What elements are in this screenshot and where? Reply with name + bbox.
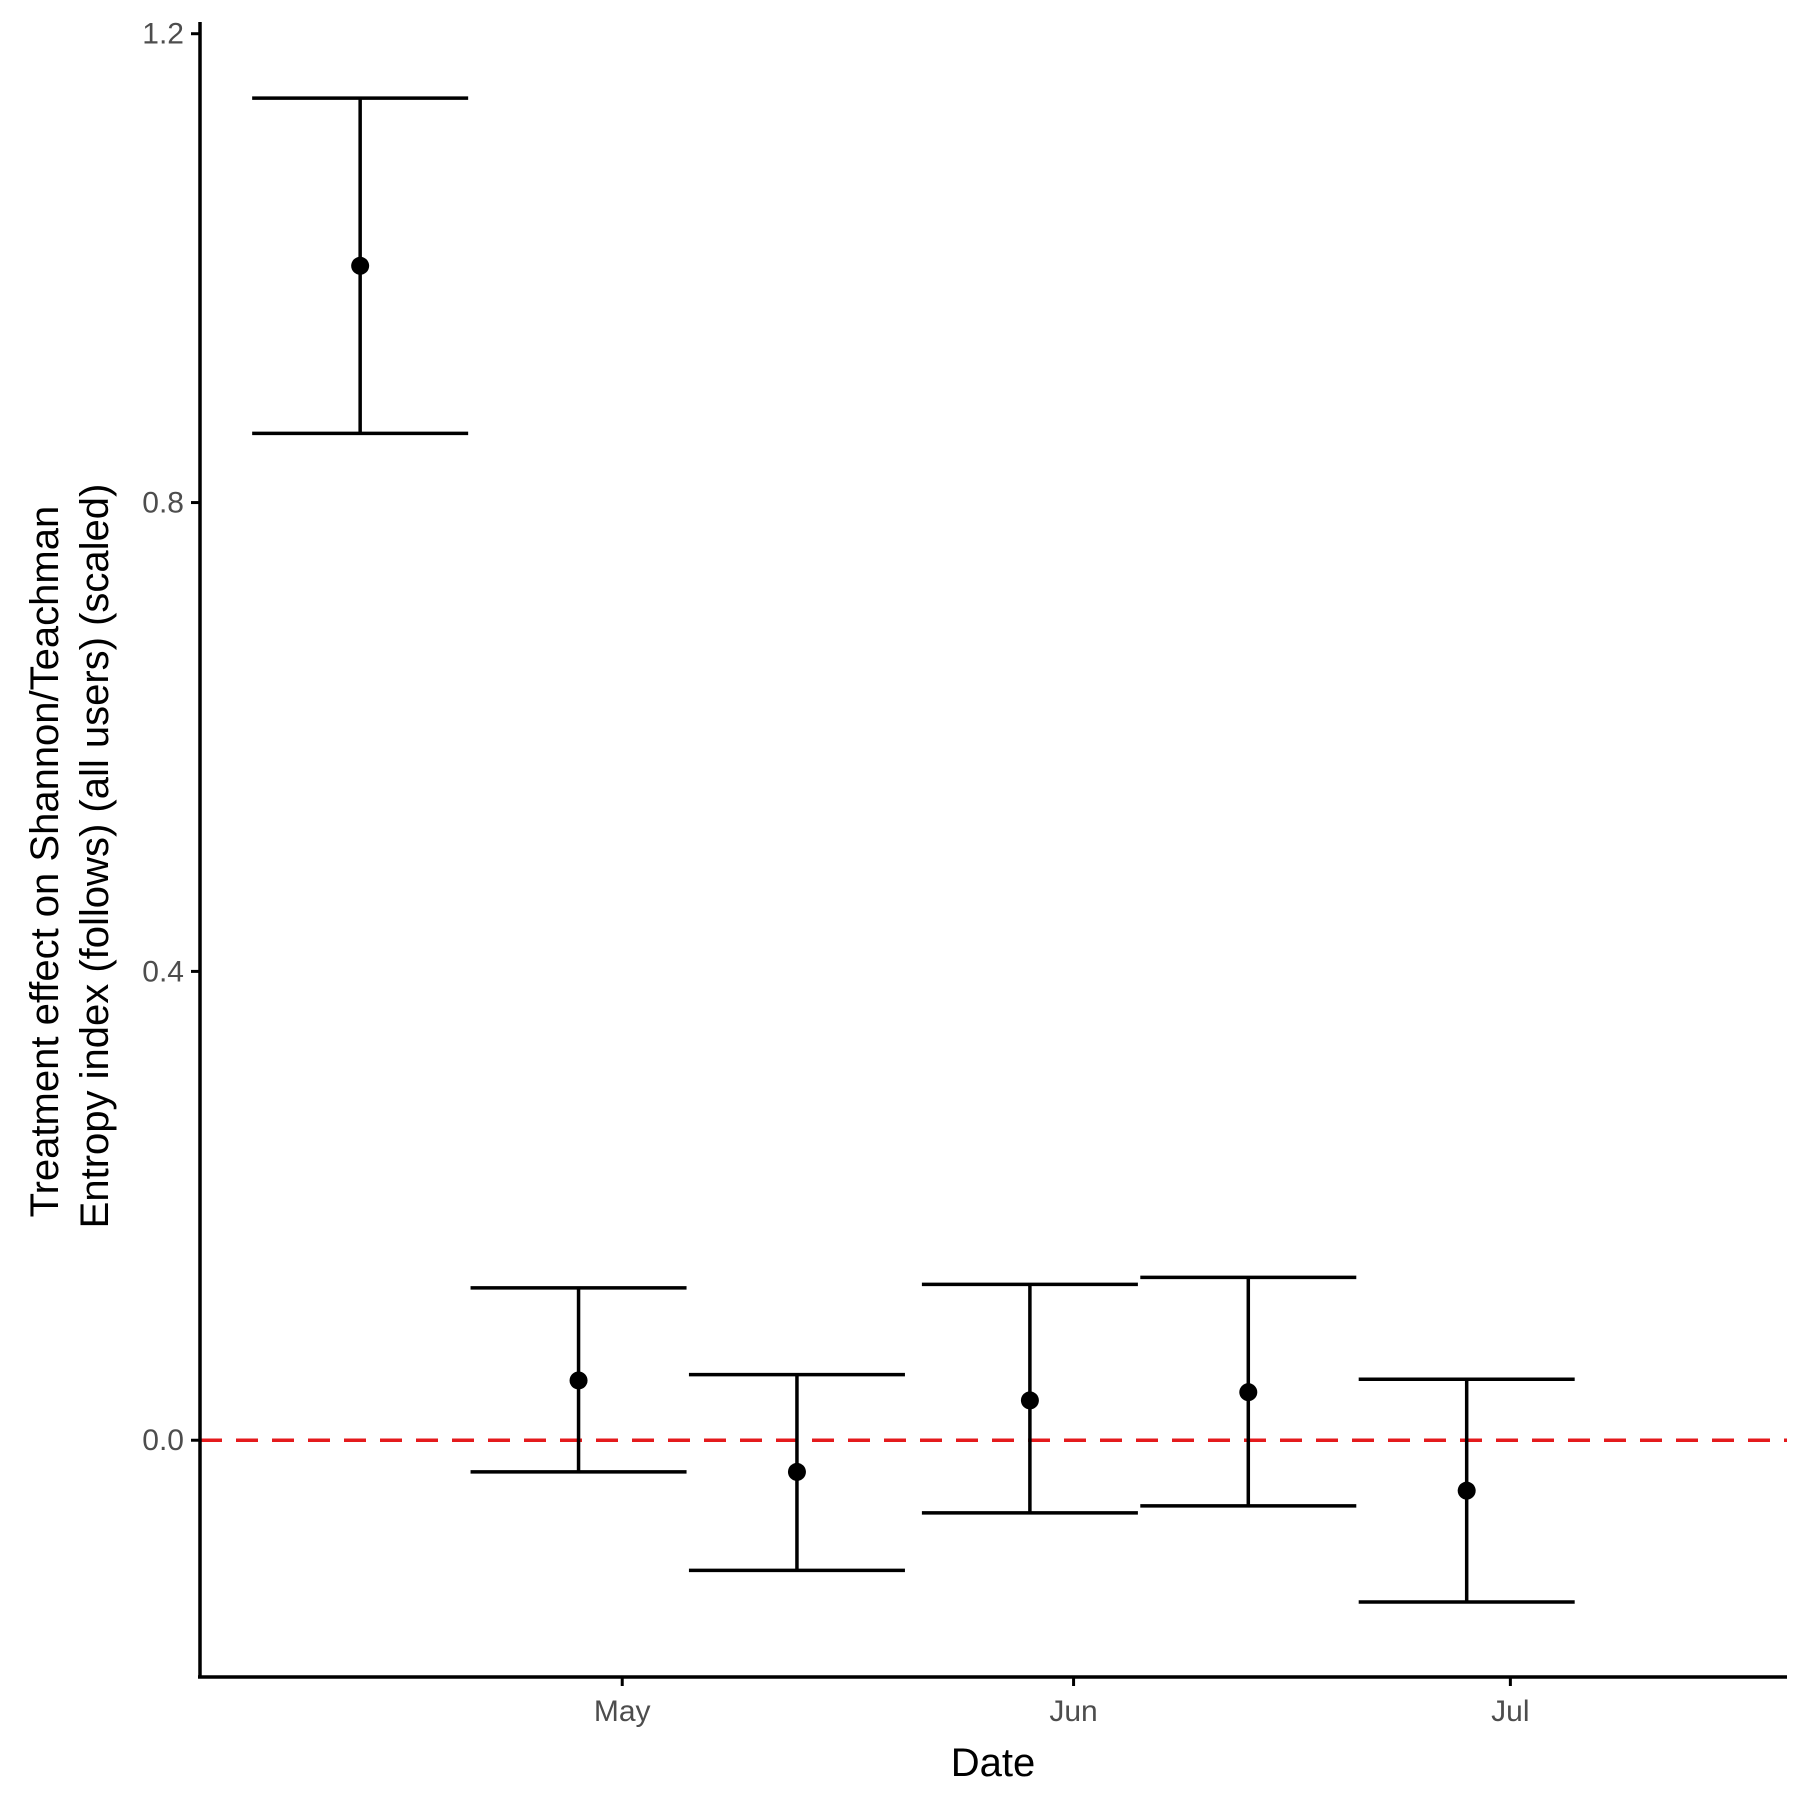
y-tick-label: 1.2 (142, 18, 184, 51)
axes-layer (198, 22, 1787, 1679)
data-point (1457, 1481, 1476, 1500)
x-tick-label: Jul (1491, 1695, 1529, 1728)
data-point (1020, 1391, 1039, 1410)
y-ticks-layer: 0.0 0.4 0.8 1.2 (142, 18, 200, 1457)
y-tick-label: 0.0 (142, 1424, 184, 1457)
data-point (351, 256, 370, 275)
data-point-group-2 (470, 1286, 687, 1474)
data-points-layer (252, 96, 1575, 1604)
data-point (1239, 1383, 1258, 1402)
x-tick-label: Jun (1049, 1695, 1097, 1728)
y-axis-title: Treatment effect on Shannon/Teachman Ent… (23, 484, 117, 1229)
data-point-group-3 (688, 1372, 905, 1573)
data-point (787, 1462, 806, 1481)
x-tick-label: May (594, 1695, 651, 1728)
y-tick-label: 0.4 (142, 955, 184, 988)
data-point-group-4 (921, 1282, 1138, 1515)
y-tick-label: 0.8 (142, 487, 184, 520)
data-point-group-5 (1140, 1275, 1357, 1508)
y-axis-title-line-1: Treatment effect on Shannon/Teachman (23, 506, 67, 1218)
x-axis-title: Date (951, 1741, 1036, 1785)
data-point-group-1 (252, 96, 469, 436)
y-axis-title-line-2: Entropy index (follows) (all users) (sca… (73, 484, 117, 1229)
data-point (569, 1371, 588, 1390)
x-ticks-layer: May Jun Jul (594, 1677, 1530, 1728)
data-point-group-6 (1358, 1377, 1575, 1604)
